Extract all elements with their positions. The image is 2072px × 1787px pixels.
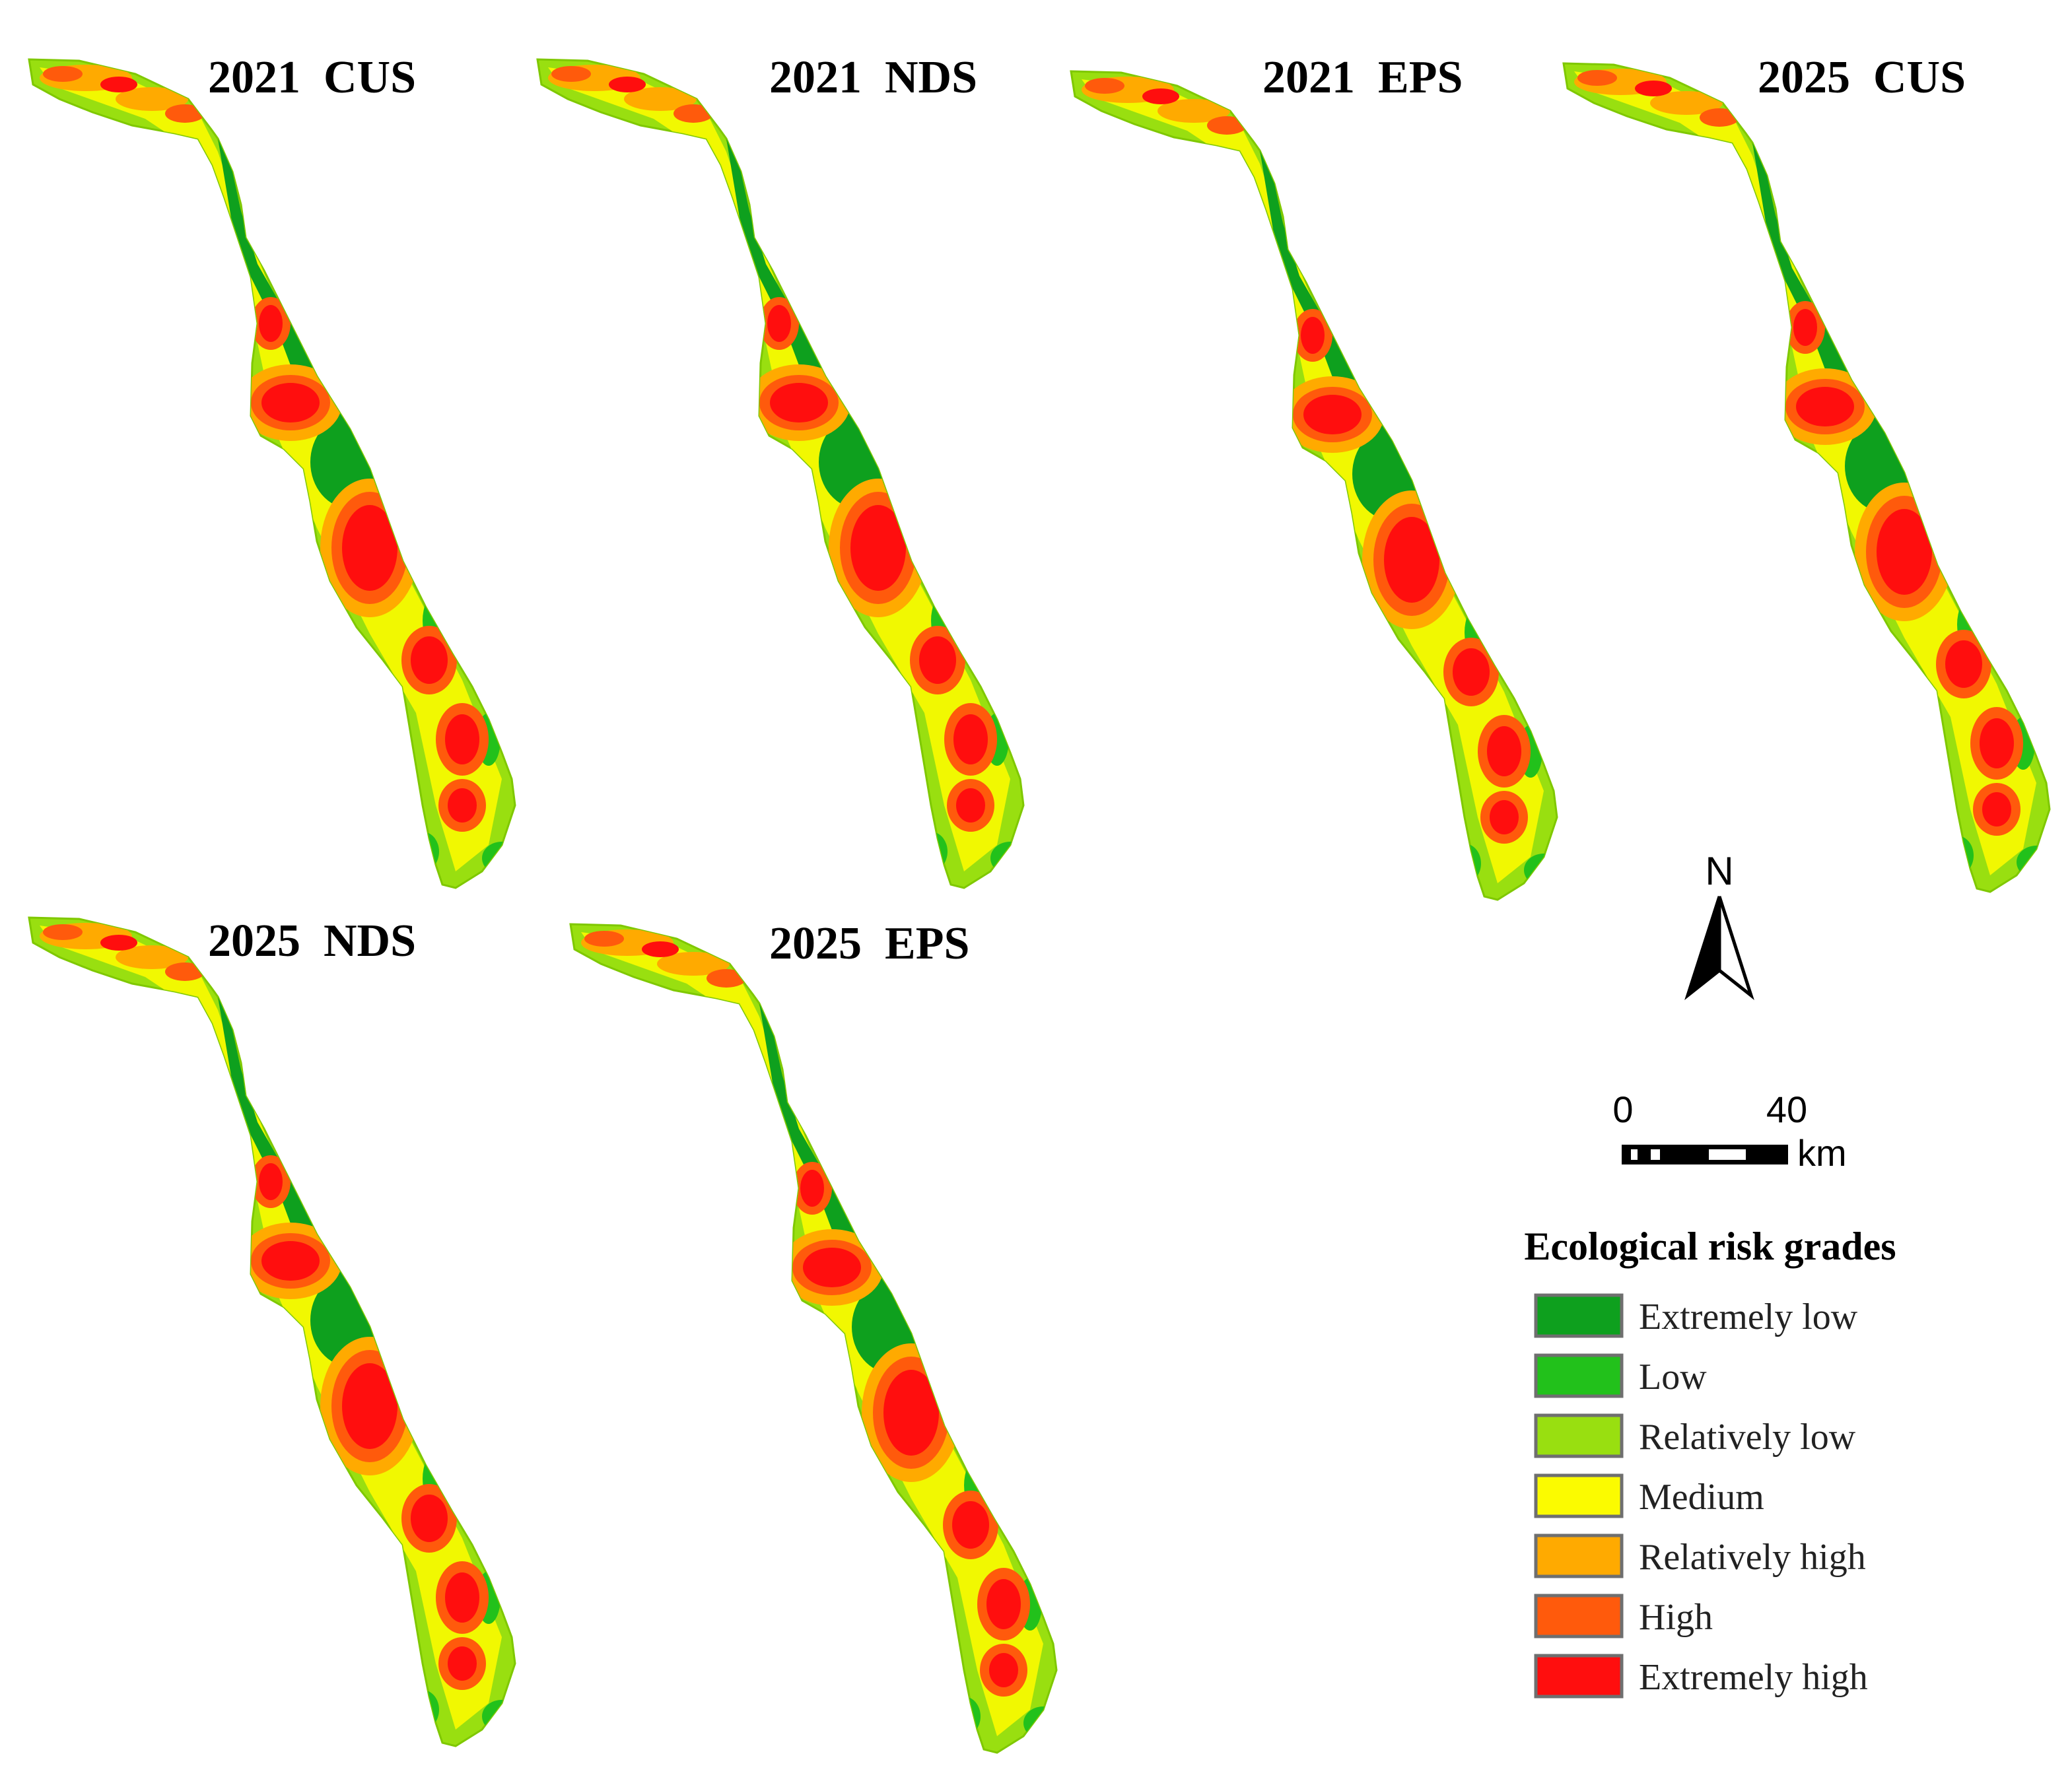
map-panel-2025-nds: 2025 NDS — [29, 916, 522, 1746]
legend-item: Extremely high — [1534, 1654, 1868, 1699]
map-title: 2021 EPS — [1262, 52, 1463, 103]
legend-label: Relatively low — [1639, 1417, 1856, 1458]
north-arrow-icon — [1717, 896, 1754, 1001]
legend: Ecological risk grades Extremely low Low R… — [1524, 1225, 1896, 1699]
scale-start-label: 0 — [1612, 1089, 1633, 1130]
legend-swatch — [1534, 1534, 1624, 1578]
map-title: 2025 NDS — [208, 916, 416, 966]
scale-bar: 0 40 km — [1612, 1089, 1846, 1174]
legend-label: Low — [1639, 1357, 1707, 1398]
map-panel-2021-nds: 2021 NDS — [537, 52, 1030, 888]
legend-swatch — [1534, 1353, 1624, 1398]
map-panel-2025-cus: 2025 CUS — [1564, 52, 2056, 892]
map-panel-2025-eps: 2025 EPS — [570, 918, 1063, 1753]
legend-title: Ecological risk grades — [1524, 1225, 1896, 1268]
map-title: 2021 NDS — [769, 52, 977, 103]
legend-item: Extremely low — [1534, 1293, 1858, 1338]
scale-bar-frame — [1622, 1145, 1788, 1164]
map-title: 2021 CUS — [208, 52, 416, 103]
north-arrow-label: N — [1705, 849, 1733, 893]
legend-item: Relatively low — [1534, 1413, 1856, 1458]
map-title: 2025 CUS — [1758, 52, 1966, 103]
map-panel-2021-eps: 2021 EPS — [1071, 52, 1564, 900]
north-arrow: N — [1684, 849, 1754, 1001]
legend-swatch — [1534, 1594, 1624, 1638]
scale-end-label: 40 — [1766, 1089, 1807, 1130]
legend-swatch — [1534, 1473, 1624, 1518]
legend-label: Relatively high — [1639, 1537, 1866, 1578]
legend-swatch — [1534, 1293, 1624, 1338]
legend-label: High — [1639, 1597, 1713, 1638]
scale-unit-label: km — [1797, 1132, 1847, 1174]
legend-item: Medium — [1534, 1473, 1764, 1518]
map-title: 2025 EPS — [769, 918, 969, 969]
legend-label: Extremely low — [1639, 1297, 1858, 1337]
legend-item: Low — [1534, 1353, 1707, 1398]
legend-label: Extremely high — [1639, 1657, 1868, 1698]
legend-items: Extremely low Low Relatively low Medium Rela… — [1534, 1293, 1868, 1699]
legend-label: Medium — [1639, 1477, 1764, 1518]
legend-swatch — [1534, 1413, 1624, 1458]
legend-item: High — [1534, 1594, 1713, 1638]
legend-swatch — [1534, 1654, 1624, 1699]
legend-item: Relatively high — [1534, 1534, 1866, 1578]
map-panel-2021-cus: 2021 CUS — [29, 52, 522, 888]
